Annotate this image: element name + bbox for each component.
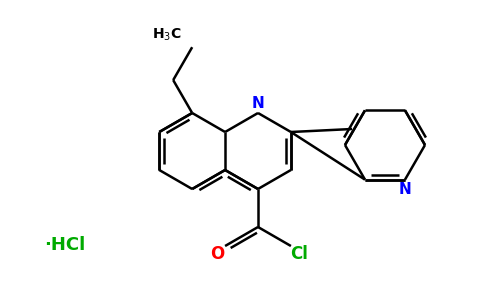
Text: ·HCl: ·HCl [45,236,86,254]
Text: Cl: Cl [290,245,308,263]
Text: N: N [252,95,264,110]
Text: H$_3$C: H$_3$C [152,27,182,44]
Text: O: O [210,245,224,263]
Text: N: N [399,182,411,197]
